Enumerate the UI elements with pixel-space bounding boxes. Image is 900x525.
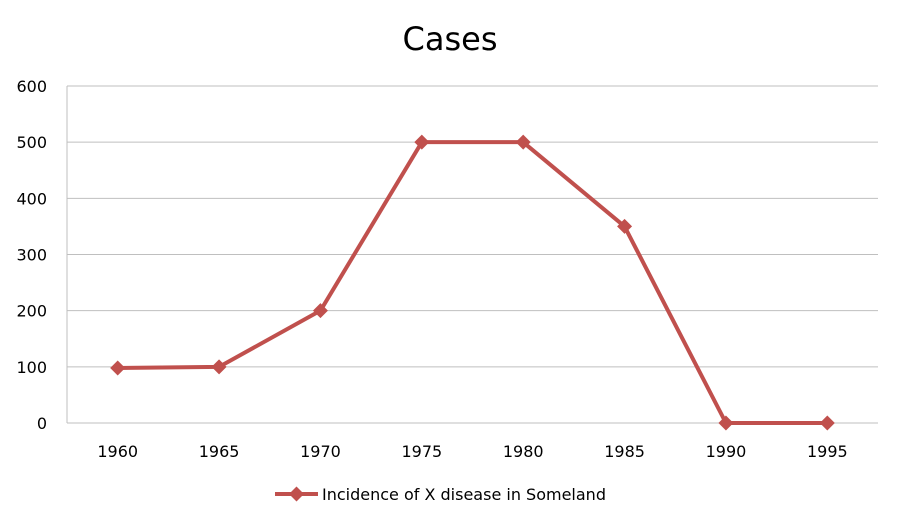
data-point — [718, 415, 734, 431]
y-tick-label: 300 — [16, 246, 47, 265]
series-line — [117, 140, 828, 425]
data-point — [110, 360, 126, 376]
x-tick-label: 1980 — [503, 442, 544, 461]
chart-title: Cases — [403, 20, 498, 58]
x-tick-label: 1990 — [706, 442, 747, 461]
data-point — [515, 134, 531, 150]
x-tick-label: 1975 — [401, 442, 442, 461]
y-axis-tick-labels: 0 100 200 300 400 500 600 — [16, 77, 47, 433]
series-layer — [110, 134, 835, 431]
y-tick-label: 400 — [16, 189, 47, 208]
y-tick-label: 0 — [37, 414, 47, 433]
legend-label: Incidence of X disease in Someland — [322, 485, 606, 504]
y-tick-label: 600 — [16, 77, 47, 96]
data-point — [211, 359, 227, 375]
x-tick-label: 1985 — [604, 442, 645, 461]
y-tick-label: 500 — [16, 133, 47, 152]
gridlines — [66, 85, 878, 424]
x-tick-label: 1995 — [807, 442, 848, 461]
data-point — [617, 218, 633, 234]
data-point — [414, 134, 430, 150]
y-tick-label: 100 — [16, 358, 47, 377]
x-tick-label: 1965 — [199, 442, 240, 461]
data-point — [312, 303, 328, 319]
x-tick-label: 1960 — [97, 442, 138, 461]
legend: Incidence of X disease in Someland — [275, 485, 606, 504]
y-tick-label: 200 — [16, 302, 47, 321]
x-tick-label: 1970 — [300, 442, 341, 461]
data-point — [819, 415, 835, 431]
x-axis-tick-labels: 1960 1965 1970 1975 1980 1985 1990 1995 — [97, 442, 847, 461]
legend-diamond-marker — [289, 486, 304, 502]
